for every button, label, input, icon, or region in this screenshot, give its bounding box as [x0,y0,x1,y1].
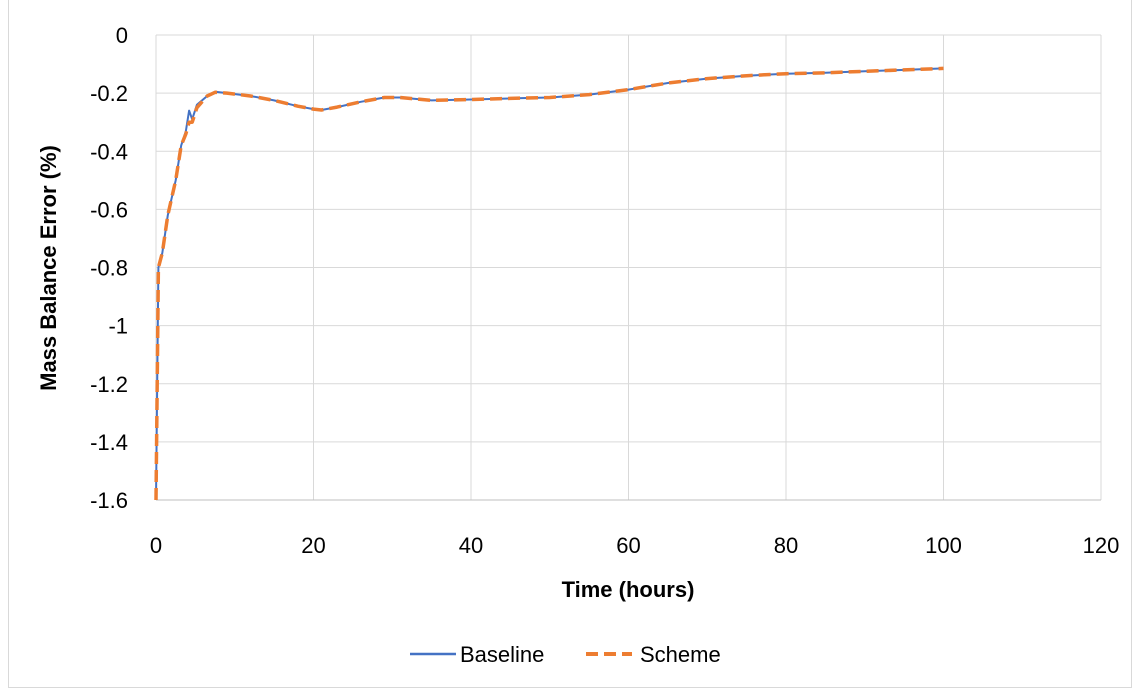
series-line-scheme [154,66,944,501]
series-lines [154,66,944,501]
x-tick-label: 0 [150,533,162,558]
y-tick-label: -1.2 [90,372,128,397]
y-tick-label: -1.4 [90,430,128,455]
x-tick-label: 60 [616,533,640,558]
y-tick-label: -0.4 [90,139,128,164]
x-axis-title: Time (hours) [562,577,695,602]
x-tick-label: 20 [301,533,325,558]
x-tick-labels: 0 20 40 60 80 100 120 [150,533,1119,558]
y-tick-label: -0.8 [90,256,128,281]
y-tick-label: -1 [108,314,128,339]
chart-area [8,0,1132,688]
series-line-baseline [155,67,944,501]
y-tick-labels: 0 -0.2 -0.4 -0.6 -0.8 -1 -1.2 -1.4 -1.6 [90,23,128,513]
y-tick-label: 0 [116,23,128,48]
x-tick-label: 100 [925,533,962,558]
y-tick-label: -0.2 [90,81,128,106]
legend-label-baseline: Baseline [460,642,544,667]
legend-label-scheme: Scheme [640,642,721,667]
y-tick-label: -1.6 [90,488,128,513]
y-axis-title: Mass Balance Error (%) [36,145,61,391]
y-tick-label: -0.6 [90,197,128,222]
legend: Baseline Scheme [410,642,721,667]
x-tick-label: 40 [459,533,483,558]
x-tick-label: 120 [1083,533,1120,558]
x-tick-label: 80 [774,533,798,558]
